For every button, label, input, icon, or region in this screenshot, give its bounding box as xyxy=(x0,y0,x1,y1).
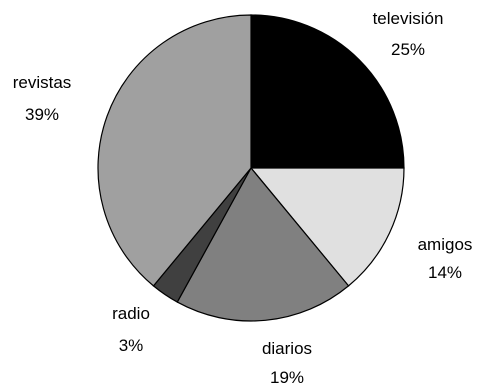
pie-slice-revistas xyxy=(97,14,252,287)
pie-slices xyxy=(97,14,405,322)
pie-slice-diarios xyxy=(176,166,350,322)
slice-percent-revistas: 39% xyxy=(25,105,59,124)
slice-label-revistas: revistas xyxy=(13,73,72,92)
slice-percent-amigos: 14% xyxy=(428,263,462,282)
slice-label-radio: radio xyxy=(112,304,150,323)
slice-label-diarios: diarios xyxy=(262,339,312,358)
slice-label-television: televisión xyxy=(373,9,444,28)
slice-percent-diarios: 19% xyxy=(270,368,304,387)
slice-label-amigos: amigos xyxy=(418,235,473,254)
pie-labels: televisión 25% amigos 14% diarios 19% ra… xyxy=(13,9,473,387)
pie-slice-amigos xyxy=(249,167,405,287)
pie-slice-television xyxy=(250,14,405,169)
slice-percent-television: 25% xyxy=(391,40,425,59)
slice-percent-radio: 3% xyxy=(119,336,144,355)
